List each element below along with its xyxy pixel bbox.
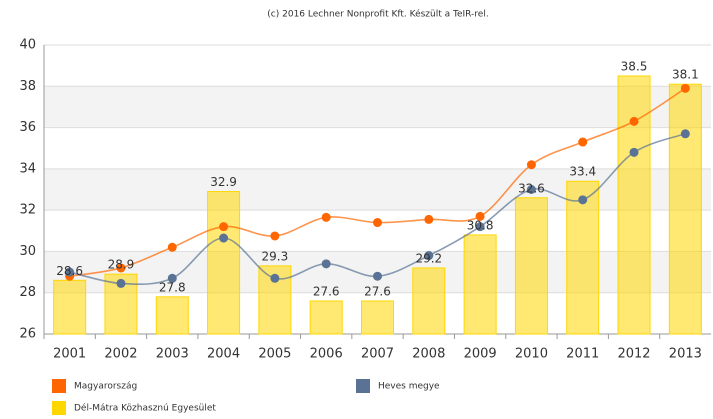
- bar: [155, 296, 189, 335]
- point: [526, 160, 536, 170]
- y-tick-label: 40: [19, 38, 36, 53]
- x-tick-label: 2010: [515, 347, 548, 362]
- bar: [566, 180, 600, 335]
- x-tick-label: 2013: [669, 347, 702, 362]
- legend-label: Magyarország: [74, 382, 137, 392]
- legend-label: Heves megye: [378, 382, 440, 392]
- data-label: 30.8: [467, 218, 494, 232]
- point: [321, 259, 331, 269]
- bar: [361, 300, 394, 335]
- x-tick-label: 2012: [617, 347, 650, 362]
- x-tick-label: 2001: [53, 347, 86, 362]
- x-tick-label: 2002: [104, 347, 137, 362]
- y-tick-label: 26: [19, 327, 36, 342]
- point: [424, 214, 434, 224]
- x-tick-label: 2008: [412, 347, 445, 362]
- point: [116, 263, 126, 273]
- point: [578, 137, 588, 147]
- data-label: 38.1: [672, 68, 699, 82]
- point: [65, 267, 75, 277]
- point: [629, 116, 639, 126]
- data-label: 27.6: [313, 284, 340, 298]
- data-label: 29.2: [415, 251, 442, 265]
- point: [167, 273, 177, 283]
- data-label: 29.3: [262, 249, 289, 263]
- chart-title: (c) 2016 Lechner Nonprofit Kft. Készült …: [267, 9, 488, 20]
- data-label: 32.6: [518, 181, 545, 195]
- x-tick-label: 2005: [258, 347, 291, 362]
- point: [270, 273, 280, 283]
- data-label: 28.6: [56, 264, 83, 278]
- y-tick-label: 36: [19, 120, 36, 135]
- y-tick-label: 34: [19, 161, 36, 176]
- grid-band: [44, 86, 711, 128]
- legend-label: Dél-Mátra Közhasznú Egyesület: [74, 403, 216, 414]
- point: [321, 212, 331, 222]
- point: [219, 233, 229, 243]
- y-tick-label: 32: [19, 203, 36, 218]
- data-label: 38.5: [621, 59, 648, 73]
- bar: [53, 279, 87, 335]
- point: [167, 242, 177, 252]
- data-label: 27.6: [364, 284, 391, 298]
- legend-swatch: [356, 379, 370, 393]
- point: [680, 129, 690, 139]
- point: [475, 211, 485, 221]
- x-tick-label: 2009: [464, 347, 497, 362]
- bar: [412, 267, 446, 335]
- y-tick-label: 38: [19, 79, 36, 94]
- point: [629, 147, 639, 157]
- point: [270, 231, 280, 241]
- data-label: 27.8: [159, 280, 186, 294]
- point: [424, 251, 434, 261]
- point: [219, 222, 229, 232]
- bar: [463, 234, 497, 335]
- y-tick-label: 30: [19, 244, 36, 259]
- data-label: 32.9: [210, 175, 237, 189]
- point: [680, 83, 690, 93]
- bar: [309, 300, 343, 335]
- legend-swatch: [52, 401, 66, 415]
- bar: [668, 83, 702, 335]
- y-tick-label: 28: [19, 285, 36, 300]
- bar: [207, 191, 241, 335]
- x-tick-label: 2003: [156, 347, 189, 362]
- x-tick-label: 2007: [361, 347, 394, 362]
- point: [475, 222, 485, 232]
- point: [526, 185, 536, 194]
- point: [373, 271, 382, 281]
- x-tick-label: 2011: [566, 347, 599, 362]
- data-label: 33.4: [569, 165, 596, 179]
- point: [578, 195, 588, 205]
- point: [373, 218, 382, 228]
- x-tick-label: 2004: [207, 347, 240, 362]
- grid-band: [44, 168, 711, 211]
- bar: [514, 197, 548, 335]
- x-tick-label: 2006: [310, 347, 343, 362]
- legend-swatch: [52, 379, 66, 393]
- point: [116, 278, 126, 288]
- data-label: 28.9: [108, 258, 135, 272]
